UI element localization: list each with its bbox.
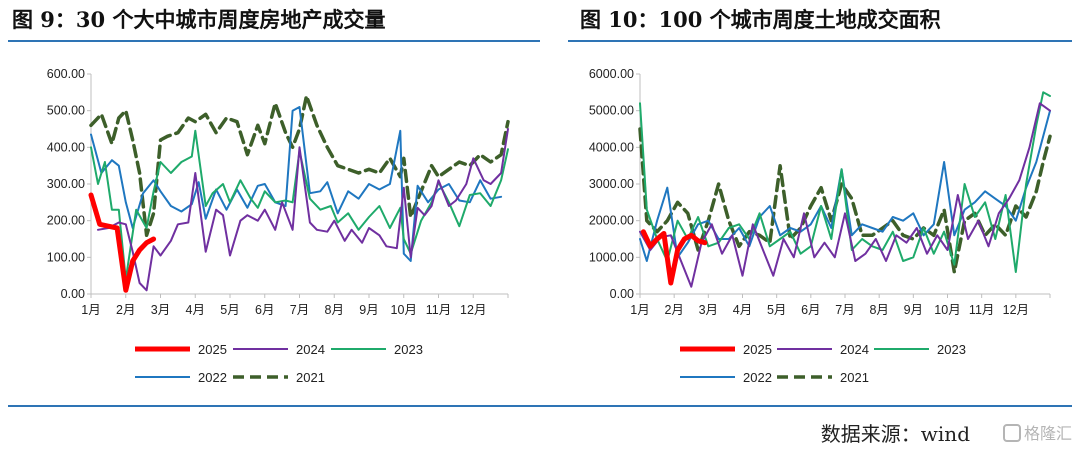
- left-y-tick-label: 600.00: [47, 67, 85, 81]
- right-series-2024: [639, 102, 1051, 288]
- right-x-tick-label: 9月: [904, 303, 923, 317]
- left-x-tick-label: 5月: [220, 303, 239, 317]
- right-legend-label-2025: 2025: [743, 342, 772, 357]
- left-series-2024: [97, 128, 509, 292]
- left-series-2025: [88, 192, 157, 293]
- left-y-tick-label: 300.00: [47, 177, 85, 191]
- footer-rule: [8, 405, 1072, 407]
- left-x-tick-label: 4月: [186, 303, 205, 317]
- left-x-tick-label: 3月: [151, 303, 170, 317]
- right-x-tick-label: 4月: [733, 303, 752, 317]
- right-chart-title: 图 10：100 个城市周度土地成交面积: [580, 7, 941, 32]
- right-series-2025: [640, 229, 708, 286]
- left-legend-label-2021: 2021: [296, 370, 325, 385]
- right-y-tick-label: 3000.00: [589, 177, 634, 191]
- left-y-tick-label: 0.00: [61, 287, 85, 301]
- right-x-tick-label: 1月: [630, 303, 649, 317]
- right-x-tick-label: 10月: [934, 303, 960, 317]
- watermark: 格隆汇: [1002, 420, 1072, 444]
- right-legend-label-2022: 2022: [743, 370, 772, 385]
- right-series-2021: [638, 127, 1052, 274]
- left-y-tick-label: 100.00: [47, 250, 85, 264]
- right-legend-label-2024: 2024: [840, 342, 869, 357]
- watermark-logo-icon: [1002, 424, 1021, 442]
- left-line-chart: 0.00 100.00 200.00 300.00 400.00 500.00 600.00…: [47, 67, 510, 385]
- left-x-tick-label: 1月: [81, 303, 100, 317]
- left-x-tick-label: 7月: [290, 303, 309, 317]
- left-series-2021: [89, 94, 510, 238]
- right-x-tick-label: 6月: [801, 303, 820, 317]
- right-x-tick-label: 11月: [969, 303, 994, 317]
- right-x-tick-label: 2月: [664, 303, 683, 317]
- left-x-tick-label: 6月: [255, 303, 274, 317]
- left-legend-label-2024: 2024: [296, 342, 325, 357]
- left-x-tick-label: 12月: [460, 303, 486, 317]
- left-x-tick-label: 8月: [325, 303, 344, 317]
- data-source: 数据来源：wind: [820, 422, 970, 446]
- left-x-tick-label: 9月: [359, 303, 378, 317]
- right-y-tick-label: 4000.00: [589, 140, 634, 154]
- left-x-tick-label: 11月: [426, 303, 451, 317]
- right-x-tick-label: 8月: [869, 303, 888, 317]
- right-x-tick-label: 5月: [767, 303, 786, 317]
- right-legend-label-2023: 2023: [937, 342, 966, 357]
- right-y-tick-label: 1000.00: [589, 250, 634, 264]
- left-x-tick-label: 2月: [116, 303, 135, 317]
- right-x-tick-label: 12月: [1003, 303, 1029, 317]
- left-title-rule: [8, 40, 540, 42]
- right-legend-label-2021: 2021: [840, 370, 869, 385]
- right-line-chart: 0.00 1000.00 2000.00 3000.00 4000.00 5000.00 6…: [589, 67, 1052, 385]
- left-legend-label-2023: 2023: [394, 342, 423, 357]
- right-y-tick-label: 5000.00: [589, 104, 634, 118]
- left-x-tick-label: 10月: [391, 303, 417, 317]
- right-y-tick-label: 6000.00: [589, 67, 634, 81]
- right-x-tick-label: 3月: [699, 303, 718, 317]
- left-y-tick-label: 400.00: [47, 140, 85, 154]
- watermark-text: 格隆汇: [1023, 424, 1072, 443]
- right-y-tick-label: 2000.00: [589, 214, 634, 228]
- right-y-tick-label: 0.00: [610, 287, 634, 301]
- left-y-tick-label: 500.00: [47, 104, 85, 118]
- right-x-tick-label: 7月: [835, 303, 854, 317]
- right-title-rule: [568, 40, 1072, 42]
- left-y-tick-label: 200.00: [47, 214, 85, 228]
- left-legend-label-2022: 2022: [198, 370, 227, 385]
- left-chart-title: 图 9：30 个大中城市周度房地产成交量: [12, 7, 386, 32]
- left-legend-label-2025: 2025: [198, 342, 227, 357]
